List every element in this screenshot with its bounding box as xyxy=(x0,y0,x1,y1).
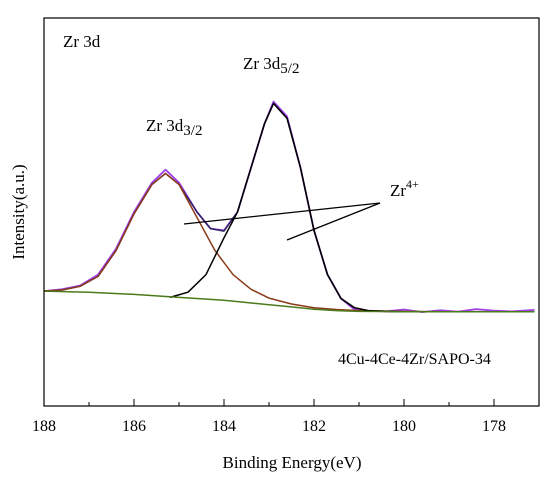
series-layer xyxy=(43,100,535,314)
x-tick-label: 186 xyxy=(122,418,146,435)
sample-label: 4Cu-4Ce-4Zr/SAPO-34 xyxy=(338,351,491,368)
zr4-annotation-base: Zr xyxy=(390,181,406,200)
plot-frame xyxy=(43,17,540,407)
y-axis-label: Intensity(a.u.) xyxy=(9,164,28,259)
peak-label-3d52: Zr 3d5/2 xyxy=(243,54,299,77)
x-axis-ticks: 188 186 184 182 180 178 xyxy=(32,399,540,435)
panel-label: Zr 3d xyxy=(63,32,101,51)
series-fit-3d3/2 xyxy=(43,172,535,313)
peak-label-3d32: Zr 3d3/2 xyxy=(146,116,202,139)
x-tick-label: 184 xyxy=(212,418,236,435)
x-tick-label: 180 xyxy=(392,418,416,435)
x-axis-label: Binding Energy(eV) xyxy=(223,453,362,472)
peak-label-3d52-base: Zr 3d xyxy=(243,54,281,73)
peak-label-3d32-base: Zr 3d xyxy=(146,116,184,135)
series-fit-3d5/2 xyxy=(169,102,535,313)
zr4-annotation: Zr4+ xyxy=(390,177,419,200)
zr4-annotation-sup: 4+ xyxy=(406,177,419,191)
peak-label-3d32-sub: 3/2 xyxy=(183,123,202,139)
x-tick-label: 188 xyxy=(32,418,56,435)
annotation-pointers xyxy=(183,202,381,241)
x-tick-label: 182 xyxy=(302,418,326,435)
annotation-pointer-1 xyxy=(183,202,381,225)
x-tick-label: 178 xyxy=(482,418,506,435)
peak-label-3d52-sub: 5/2 xyxy=(280,61,299,77)
series-background xyxy=(43,290,535,313)
annotation-pointer-2 xyxy=(286,202,381,241)
series-envelope xyxy=(43,102,535,313)
series-raw xyxy=(43,100,535,314)
